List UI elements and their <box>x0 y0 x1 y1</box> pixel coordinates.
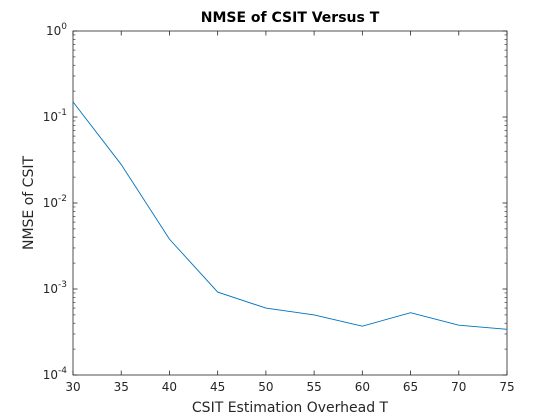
chart-title: NMSE of CSIT Versus T <box>201 10 380 26</box>
x-tick-label: 50 <box>258 380 273 394</box>
y-tick-label: 100 <box>46 22 67 38</box>
x-tick-label: 55 <box>306 380 321 394</box>
y-tick-base: 10 <box>43 110 58 124</box>
y-tick-base: 10 <box>43 282 58 296</box>
y-tick-base: 10 <box>43 196 58 210</box>
x-tick-label: 70 <box>451 380 466 394</box>
y-tick-base: 10 <box>46 24 61 38</box>
series-group <box>72 101 508 330</box>
y-tick-exponent: -1 <box>58 108 67 118</box>
x-tick-label: 65 <box>403 380 418 394</box>
x-tick-label: 35 <box>114 380 129 394</box>
x-axis-ticks: 30 35 40 45 50 55 60 65 70 75 <box>65 31 515 394</box>
x-axis-label: CSIT Estimation Overhead T <box>192 400 389 416</box>
x-tick-label: 60 <box>355 380 370 394</box>
y-tick-exponent: -4 <box>58 366 67 376</box>
x-tick-label: 45 <box>210 380 225 394</box>
y-tick-label: 10-4 <box>43 366 68 382</box>
series-line <box>72 101 508 330</box>
plot-area <box>72 30 508 376</box>
y-tick-label: 10-1 <box>43 108 67 124</box>
y-tick-exponent: 0 <box>61 22 67 32</box>
y-tick-label: 10-3 <box>43 280 67 296</box>
y-tick-base: 10 <box>43 368 58 382</box>
y-axis-label: NMSE of CSIT <box>21 156 37 250</box>
x-tick-label: 75 <box>499 380 514 394</box>
y-tick-label: 10-2 <box>43 194 67 210</box>
x-tick-label: 40 <box>162 380 177 394</box>
minor-ticks <box>73 34 507 350</box>
y-tick-exponent: -3 <box>58 280 67 290</box>
x-tick-label: 30 <box>65 380 80 394</box>
y-tick-exponent: -2 <box>58 194 67 204</box>
